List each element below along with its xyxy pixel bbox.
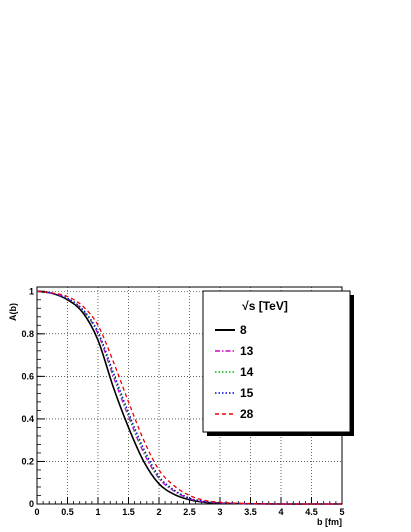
y-axis-title: A(b)	[8, 303, 18, 321]
legend: √s [TeV] 8 13 14 15 28	[202, 290, 354, 436]
y-tick-label: 0.8	[21, 329, 34, 339]
x-axis-title: b [fm]	[317, 517, 342, 527]
series-lines	[36, 290, 342, 505]
x-tick-label: 0.5	[61, 507, 74, 517]
y-tick-label: 0	[29, 499, 34, 509]
x-tick-label: 0	[34, 507, 39, 517]
x-tick-label: 3.5	[244, 507, 257, 517]
series-line-15	[36, 290, 342, 505]
legend-label-13: 13	[240, 344, 254, 358]
x-tick-label: 1.5	[122, 507, 135, 517]
x-tick-label: 2	[156, 507, 161, 517]
x-tick-label: 4.5	[305, 507, 318, 517]
legend-title: √s [TeV]	[242, 299, 288, 313]
legend-label-15: 15	[240, 386, 254, 400]
y-tick-label: 0.2	[21, 456, 34, 466]
axis-ticks: 0 0.5 1 1.5 2 2.5 3 3.5 4 4.5 5 0 0.2 0.4 0.6 0.8 1	[21, 286, 344, 517]
legend-label-14: 14	[240, 365, 254, 379]
legend-label-28: 28	[240, 407, 254, 421]
legend-box	[202, 290, 351, 433]
y-tick-label: 0.4	[21, 414, 34, 424]
legend-entries: 8 13 14 15 28	[215, 323, 254, 421]
x-tick-label: 3	[217, 507, 222, 517]
legend-label-8: 8	[240, 323, 247, 337]
y-tick-label: 1	[29, 286, 34, 296]
x-tick-label: 1	[95, 507, 100, 517]
x-tick-label: 5	[339, 507, 344, 517]
x-tick-label: 2.5	[183, 507, 196, 517]
x-tick-label: 4	[278, 507, 283, 517]
y-tick-label: 0.6	[21, 371, 34, 381]
